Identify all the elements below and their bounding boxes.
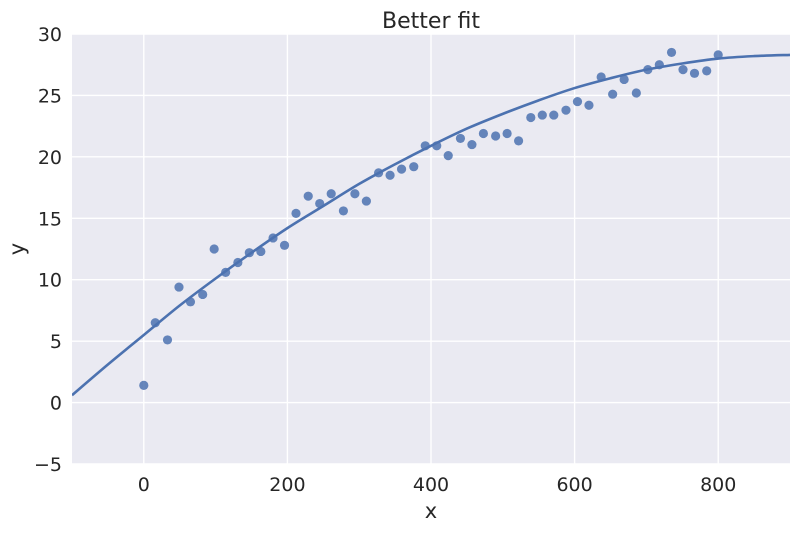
data-point xyxy=(584,100,594,110)
data-point xyxy=(467,139,477,150)
x-tick-labels: 0 200 400 600 800 xyxy=(138,474,737,496)
data-point xyxy=(409,162,419,172)
y-tick-label: 10 xyxy=(38,270,62,292)
data-point xyxy=(666,47,677,58)
data-point xyxy=(478,128,489,139)
x-axis-label: x xyxy=(425,499,437,523)
data-point xyxy=(526,112,536,123)
data-point xyxy=(502,128,512,139)
data-point xyxy=(385,170,395,180)
data-point xyxy=(619,74,629,85)
y-tick-labels: −5 0 5 10 15 20 25 30 xyxy=(34,24,62,476)
x-tick-label: 400 xyxy=(413,474,449,496)
data-point xyxy=(338,206,349,216)
data-point xyxy=(279,240,290,250)
chart-title: Better fit xyxy=(382,9,480,34)
y-tick-label: 30 xyxy=(38,24,62,46)
data-point xyxy=(150,318,160,328)
data-point xyxy=(326,189,336,199)
data-point xyxy=(221,267,231,277)
data-point xyxy=(455,133,466,144)
data-point xyxy=(596,72,606,82)
data-point xyxy=(561,105,571,115)
data-point xyxy=(315,198,325,209)
data-point xyxy=(513,136,524,146)
data-points xyxy=(139,47,723,390)
data-point xyxy=(420,141,430,151)
data-point xyxy=(631,88,641,98)
data-layer xyxy=(72,47,790,397)
data-point xyxy=(162,335,173,345)
data-point xyxy=(537,110,547,120)
y-tick-label: 15 xyxy=(38,208,62,230)
data-point xyxy=(432,141,442,151)
data-point xyxy=(209,244,219,254)
y-tick-label: 5 xyxy=(50,331,62,353)
data-point xyxy=(361,196,371,206)
data-point xyxy=(350,189,360,199)
x-tick-label: 200 xyxy=(269,474,305,496)
data-point xyxy=(491,131,501,141)
x-gridlines xyxy=(143,34,719,464)
x-tick-label: 0 xyxy=(138,474,150,496)
data-point xyxy=(713,50,723,60)
data-point xyxy=(689,68,700,78)
data-point xyxy=(572,96,583,107)
data-point xyxy=(702,66,712,76)
data-point xyxy=(268,233,278,243)
x-tick-label: 800 xyxy=(700,474,736,496)
data-point xyxy=(678,65,688,75)
data-point xyxy=(303,191,313,201)
data-point xyxy=(549,110,559,120)
data-point xyxy=(185,297,196,307)
data-point xyxy=(643,65,653,75)
y-tick-label: 20 xyxy=(38,147,62,169)
data-point xyxy=(174,282,184,292)
data-point xyxy=(198,289,208,300)
y-tick-label: −5 xyxy=(34,454,62,476)
data-point xyxy=(139,380,149,390)
data-point xyxy=(244,248,254,258)
data-point xyxy=(443,151,453,161)
y-tick-label: 25 xyxy=(38,85,62,107)
data-point xyxy=(654,60,664,70)
y-axis-label: y xyxy=(5,243,29,255)
y-tick-label: 0 xyxy=(50,393,62,415)
data-point xyxy=(373,168,384,178)
data-point xyxy=(608,89,618,99)
data-point xyxy=(396,164,407,174)
data-point xyxy=(256,246,266,257)
data-point xyxy=(233,257,243,268)
data-point xyxy=(291,208,301,218)
x-tick-label: 600 xyxy=(556,474,592,496)
